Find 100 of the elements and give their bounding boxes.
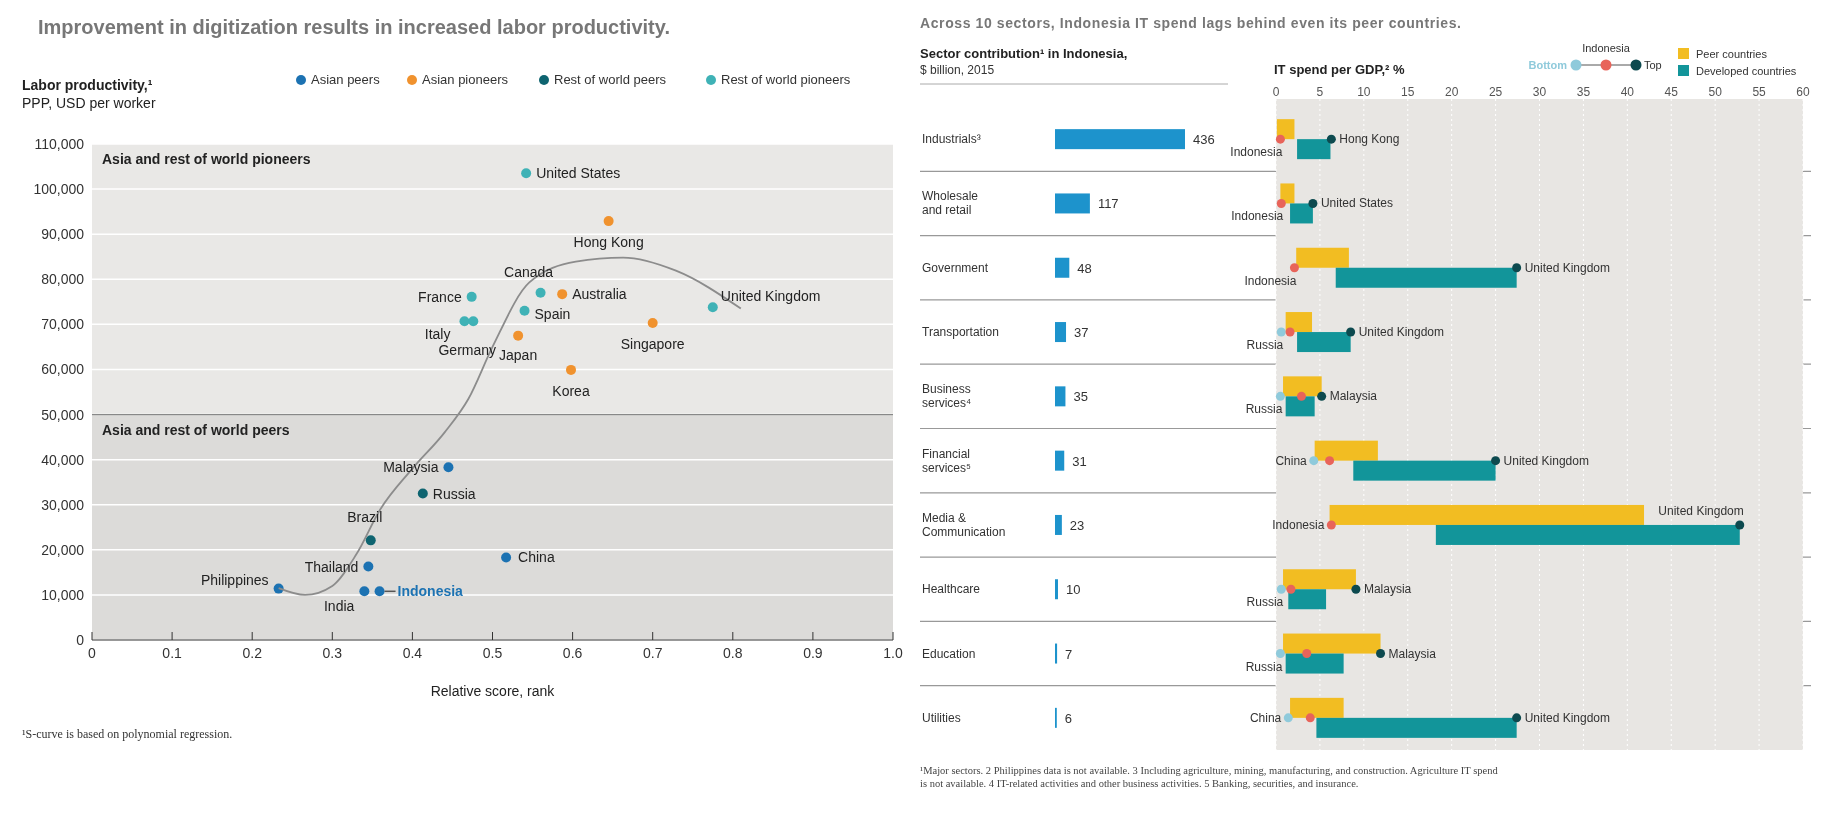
annotation: United States bbox=[1320, 196, 1393, 211]
annotation: Korea bbox=[552, 382, 590, 399]
point bbox=[1351, 584, 1361, 594]
point bbox=[1283, 713, 1293, 723]
y-tick-label: Education bbox=[922, 646, 976, 661]
bar bbox=[1283, 376, 1322, 397]
point bbox=[1346, 327, 1356, 337]
annotation: United Kingdom bbox=[720, 288, 821, 305]
point bbox=[557, 289, 568, 300]
annotation: United Kingdom bbox=[1658, 503, 1744, 518]
data-label: 35 bbox=[1073, 389, 1088, 405]
y-tick-label: 30,000 bbox=[41, 496, 85, 513]
point bbox=[1305, 713, 1315, 723]
x-axis-title: Relative score, rank bbox=[430, 683, 556, 699]
y-tick-label: 70,000 bbox=[41, 316, 85, 333]
text: Indonesia bbox=[1230, 145, 1283, 160]
band-label: Asia and rest of world peers bbox=[102, 421, 290, 438]
bar bbox=[1285, 396, 1315, 417]
bar bbox=[1314, 440, 1378, 461]
y-tick-label: 90,000 bbox=[41, 226, 85, 243]
x-tick-label: 60 bbox=[1796, 85, 1810, 99]
annotation: United Kingdom bbox=[1524, 710, 1611, 725]
annotation: Philippines bbox=[200, 571, 269, 588]
annotation: United States bbox=[536, 165, 621, 182]
annotation: Hong Kong bbox=[573, 234, 644, 251]
point bbox=[1275, 134, 1285, 144]
bar bbox=[1297, 332, 1351, 353]
point bbox=[519, 305, 530, 316]
y-tick-label: 100,000 bbox=[33, 181, 85, 198]
x-tick-label: 0.7 bbox=[642, 645, 663, 661]
x-tick-label: 5 bbox=[1316, 85, 1324, 99]
annotation: Malaysia bbox=[1363, 582, 1412, 597]
chart-subtitle: Sector contribution¹ in Indonesia, bbox=[920, 46, 1128, 61]
text: ¹Major sectors. 2 Philippines data is not available. 3 Including agriculture, mining, manufacturing, and construction. Agriculture IT spend bbox=[920, 765, 1499, 776]
point bbox=[1286, 584, 1296, 594]
point bbox=[359, 586, 370, 597]
annotation: United Kingdom bbox=[1358, 325, 1445, 340]
point bbox=[1326, 520, 1336, 530]
annotation: Malaysia bbox=[1329, 389, 1378, 404]
y-tick-label: 50,000 bbox=[41, 406, 85, 423]
point bbox=[1276, 198, 1286, 208]
point bbox=[1308, 198, 1318, 208]
annotation: Indonesia bbox=[397, 583, 464, 600]
text: Indonesia bbox=[1244, 273, 1297, 288]
bar bbox=[1296, 247, 1349, 268]
bar bbox=[1055, 129, 1185, 150]
annotation: United Kingdom bbox=[1524, 260, 1611, 275]
chart-subtitle: PPP, USD per worker bbox=[22, 95, 156, 111]
annotation: Russia bbox=[1246, 338, 1284, 353]
annotation: Russia bbox=[432, 486, 476, 503]
bar bbox=[1297, 139, 1331, 160]
data-label: 48 bbox=[1077, 260, 1092, 276]
data-label: 6 bbox=[1064, 710, 1073, 726]
data-label: 117 bbox=[1097, 196, 1119, 212]
point bbox=[1276, 584, 1286, 594]
bar bbox=[1435, 524, 1740, 545]
point bbox=[513, 330, 524, 341]
legend-label: Rest of world peers bbox=[554, 72, 667, 87]
y-tick-label: 60,000 bbox=[41, 361, 85, 378]
point bbox=[1512, 713, 1522, 723]
x-tick-label: 0.5 bbox=[482, 645, 503, 661]
point bbox=[707, 302, 718, 313]
annotation: Italy bbox=[424, 326, 451, 343]
point bbox=[566, 364, 576, 375]
point bbox=[1302, 649, 1312, 659]
y-tick-label: 20,000 bbox=[41, 541, 85, 558]
bar bbox=[1283, 633, 1381, 654]
text: Indonesia bbox=[1582, 42, 1630, 54]
annotation: Russia bbox=[1245, 402, 1283, 417]
legend-label: Developed countries bbox=[1696, 65, 1797, 77]
y-tick-label: Transportation bbox=[922, 325, 999, 340]
x-axis-title: $ billion, 2015 bbox=[920, 63, 995, 77]
annotation: United Kingdom bbox=[1503, 453, 1589, 468]
legend-label: Peer countries bbox=[1696, 48, 1768, 60]
x-tick-label: 45 bbox=[1664, 85, 1679, 99]
data-label: 23 bbox=[1069, 517, 1085, 533]
y-tick-label: 40,000 bbox=[41, 451, 85, 468]
text: ¹S-curve is based on polynomial regression. bbox=[22, 727, 233, 741]
point bbox=[1491, 456, 1501, 466]
bar bbox=[1055, 322, 1067, 343]
x-tick-label: 0.2 bbox=[242, 645, 263, 661]
point bbox=[501, 552, 512, 563]
legend-label: Top bbox=[1644, 59, 1662, 71]
point bbox=[374, 586, 385, 597]
bar bbox=[1280, 183, 1295, 204]
x-tick-label: 50 bbox=[1708, 85, 1723, 99]
y-tick-label: Wholesale and retail bbox=[922, 189, 979, 218]
point bbox=[1512, 263, 1522, 273]
bar bbox=[1055, 193, 1090, 214]
y-axis-title: Labor productivity,¹ bbox=[22, 77, 153, 93]
chart-title: Across 10 sectors, Indonesia IT spend lags behind even its peer countries. bbox=[920, 15, 1462, 31]
point bbox=[1325, 456, 1335, 466]
point bbox=[1326, 134, 1336, 144]
bar bbox=[1285, 653, 1344, 674]
point bbox=[1275, 649, 1285, 659]
annotation: Thailand bbox=[304, 558, 359, 575]
x-tick-label: 0 bbox=[88, 645, 97, 661]
data-label: 436 bbox=[1193, 132, 1215, 148]
bar bbox=[1290, 697, 1344, 718]
y-tick-label: 110,000 bbox=[34, 136, 85, 152]
